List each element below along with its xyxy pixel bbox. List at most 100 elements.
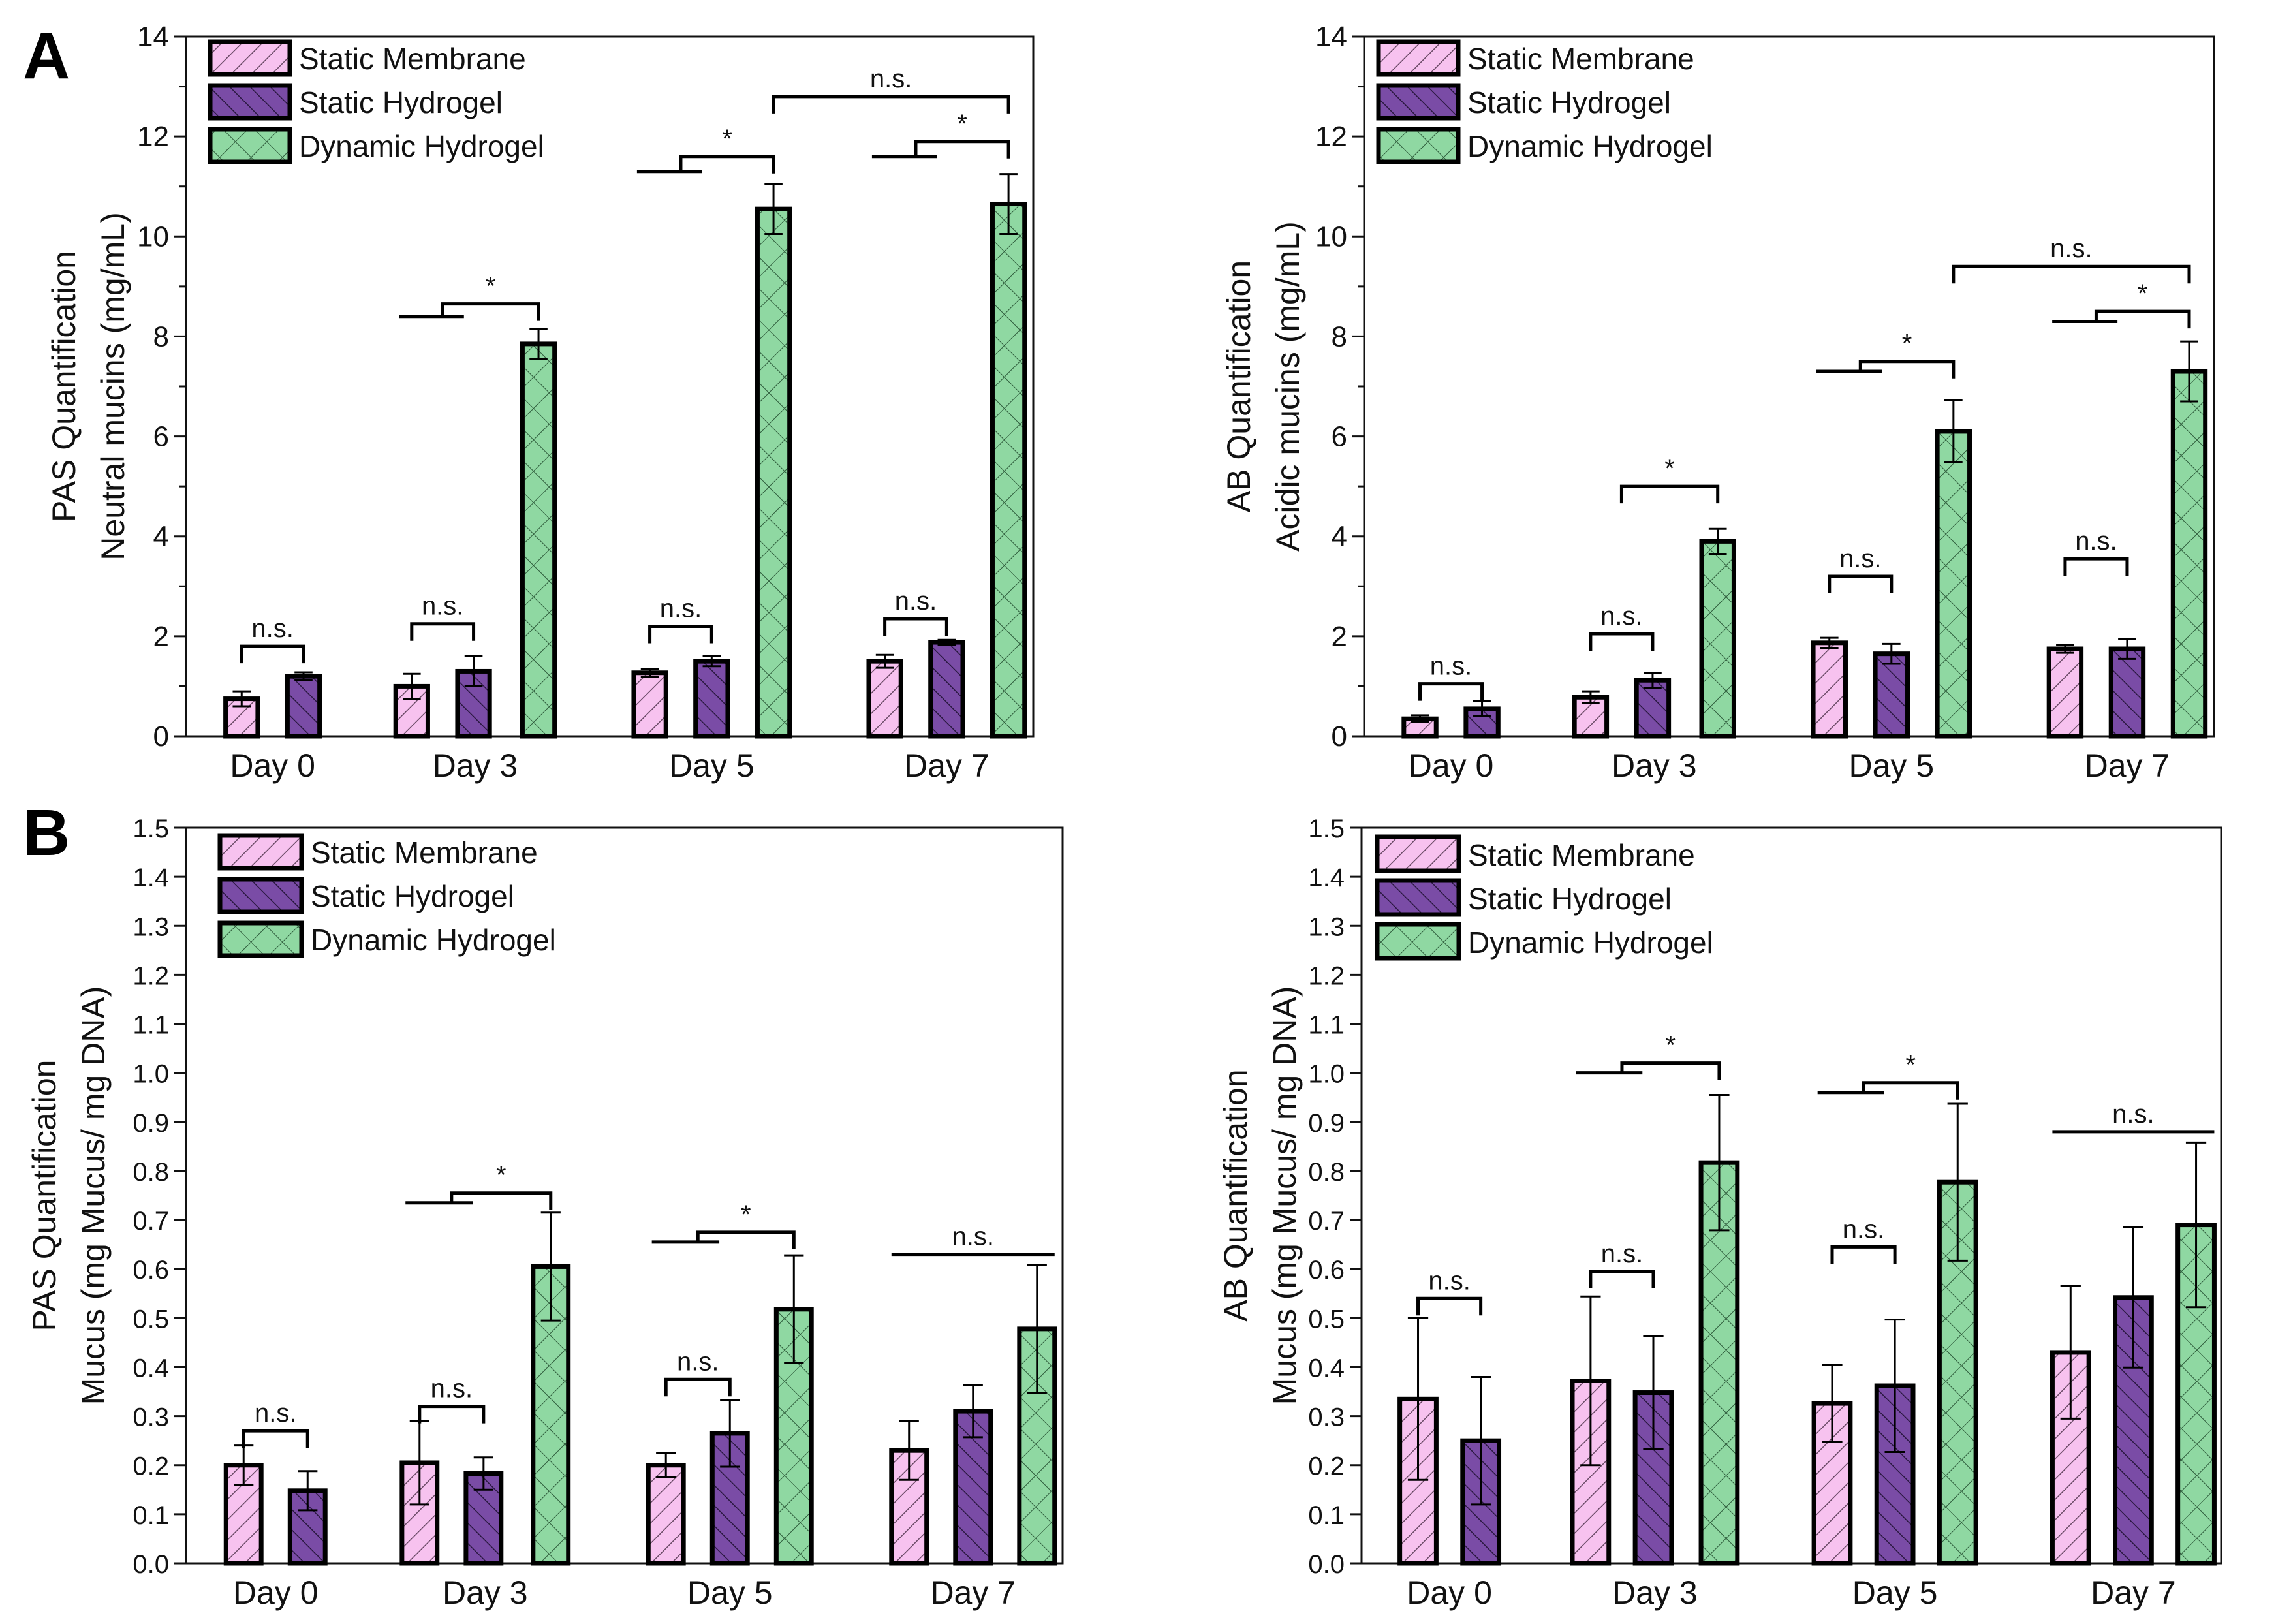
y-tick-label: 0 [1332,721,1347,753]
significance-bracket [1862,1081,1959,1100]
significance-bracket [664,1377,732,1397]
y-tick-label: 4 [153,521,169,553]
x-tick-label: Day 7 [930,1574,1016,1611]
significance-bracket [1952,264,2191,284]
significance-bracket [450,1191,553,1210]
y-tick-label: 0.7 [1308,1207,1345,1236]
y-tick-label: 2 [153,621,169,653]
y-tick-label: 0.6 [133,1256,169,1285]
significance-bracket [1589,1270,1655,1288]
significance-bracket [1828,574,1894,593]
y-tick-label: 0.9 [1308,1109,1345,1138]
significance-label: * [1902,330,1912,358]
chart-panel-a-right: 0 2 4 6 8 10 12 14 AB Quantification Acidic mucin… [1221,21,2215,784]
legend-swatch-static-membrane [1376,39,1461,77]
legend-swatch-static-hydrogel [1376,83,1461,121]
y-tick-label: 8 [1332,320,1347,352]
legend-label: Static Hydrogel [311,879,514,913]
legend-swatch-dynamic-hydrogel [217,920,304,958]
y-axis-title: Mucus (mg Mucus/ mg DNA) [1266,986,1303,1405]
bar-static-hydrogel [1873,651,1910,739]
y-axis-title: PAS Quantification [46,251,82,522]
bar-dynamic-hydrogel [1935,429,1972,739]
significance-label: * [2138,279,2148,308]
y-tick-label: 0.4 [133,1354,169,1382]
significance-bracket [410,622,476,641]
y-tick-label: 1.4 [1308,864,1345,892]
y-tick-label: 0 [153,721,169,753]
legend-swatch-dynamic-hydrogel [1375,922,1461,961]
x-tick-label: Day 5 [1848,747,1934,784]
y-tick-label: 4 [1332,521,1347,553]
y-tick-label: 0.3 [133,1403,169,1432]
chart-panel-a-left: A 0 2 4 6 8 10 12 14 PAS Quantification Neutral mu… [23,20,1035,784]
significance-label: n.s. [870,65,912,93]
significance-label: * [496,1161,507,1190]
significance-label: n.s. [251,614,293,643]
significance-label: n.s. [895,587,937,616]
y-tick-label: 0.0 [133,1550,169,1579]
legend-label: Dynamic Hydrogel [1467,129,1713,163]
significance-bracket [679,155,775,174]
x-tick-label: Day 3 [443,1574,528,1611]
y-tick-label: 10 [1315,221,1347,253]
significance-label: n.s. [1600,602,1642,631]
significance-label: * [957,110,967,138]
bar-dynamic-hydrogel [2170,369,2208,739]
plot-frame [1360,826,2222,1565]
significance-label: * [722,125,732,153]
x-tick-label: Day 0 [230,747,315,784]
legend-label: Dynamic Hydrogel [1468,926,1713,960]
significance-label: n.s. [952,1223,994,1251]
significance-bracket [648,625,713,644]
legend-swatch-dynamic-hydrogel [1376,127,1461,164]
y-tick-label: 1.1 [1308,1011,1345,1040]
bar-static-hydrogel [2108,646,2146,739]
legend-label: Static Membrane [299,42,526,76]
y-tick-label: 1.5 [1308,815,1345,843]
bar-dynamic-hydrogel [990,202,1027,739]
significance-bracket [1830,1245,1897,1264]
x-tick-label: Day 7 [2085,747,2170,784]
significance-label: n.s. [431,1375,473,1403]
significance-bracket [242,1429,309,1448]
y-tick-label: 0.8 [1308,1158,1345,1187]
significance-bracket [441,302,540,321]
legend-swatch-static-hydrogel [1375,878,1461,917]
significance-label: * [741,1200,751,1229]
significance-bracket [914,140,1010,159]
y-tick-label: 14 [1315,21,1347,53]
significance-label: * [1664,454,1675,483]
x-tick-label: Day 5 [669,747,755,784]
x-tick-label: Day 5 [687,1574,773,1611]
legend-swatch-dynamic-hydrogel [208,127,292,164]
y-tick-label: 0.2 [133,1452,169,1481]
y-axis-title: AB Quantification [1217,1069,1254,1321]
plot-frame [185,826,1064,1565]
significance-label: n.s. [1843,1215,1884,1243]
bar-dynamic-hydrogel [1699,539,1736,739]
legend-label: Static Membrane [1468,838,1695,872]
y-tick-label: 12 [137,121,169,153]
y-tick-label: 1.0 [133,1060,169,1089]
legend-label: Static Hydrogel [1468,882,1672,916]
legend: Static Membrane Static Hydrogel Dynamic Hy… [1375,834,1713,961]
significance-label: n.s. [2112,1100,2154,1129]
y-tick-label: 1.0 [1308,1060,1345,1089]
y-tick-label: 12 [1315,121,1347,153]
legend-swatch-static-membrane [1375,834,1461,873]
y-tick-label: 0.0 [1308,1550,1345,1579]
y-tick-label: 0.1 [1308,1501,1345,1530]
significance-bracket [418,1405,486,1424]
significance-label: n.s. [660,595,702,623]
legend-label: Static Hydrogel [299,86,503,119]
bar-static-hydrogel [1632,1390,1674,1566]
bar-dynamic-hydrogel [520,341,557,739]
bar-dynamic-hydrogel [755,206,792,739]
x-tick-label: Day 3 [1612,747,1697,784]
x-tick-label: Day 0 [233,1574,319,1611]
significance-label: * [1905,1051,1916,1080]
significance-label: n.s. [1430,652,1472,681]
y-axis-title: PAS Quantification [26,1060,63,1332]
legend-swatch-static-membrane [208,39,292,77]
